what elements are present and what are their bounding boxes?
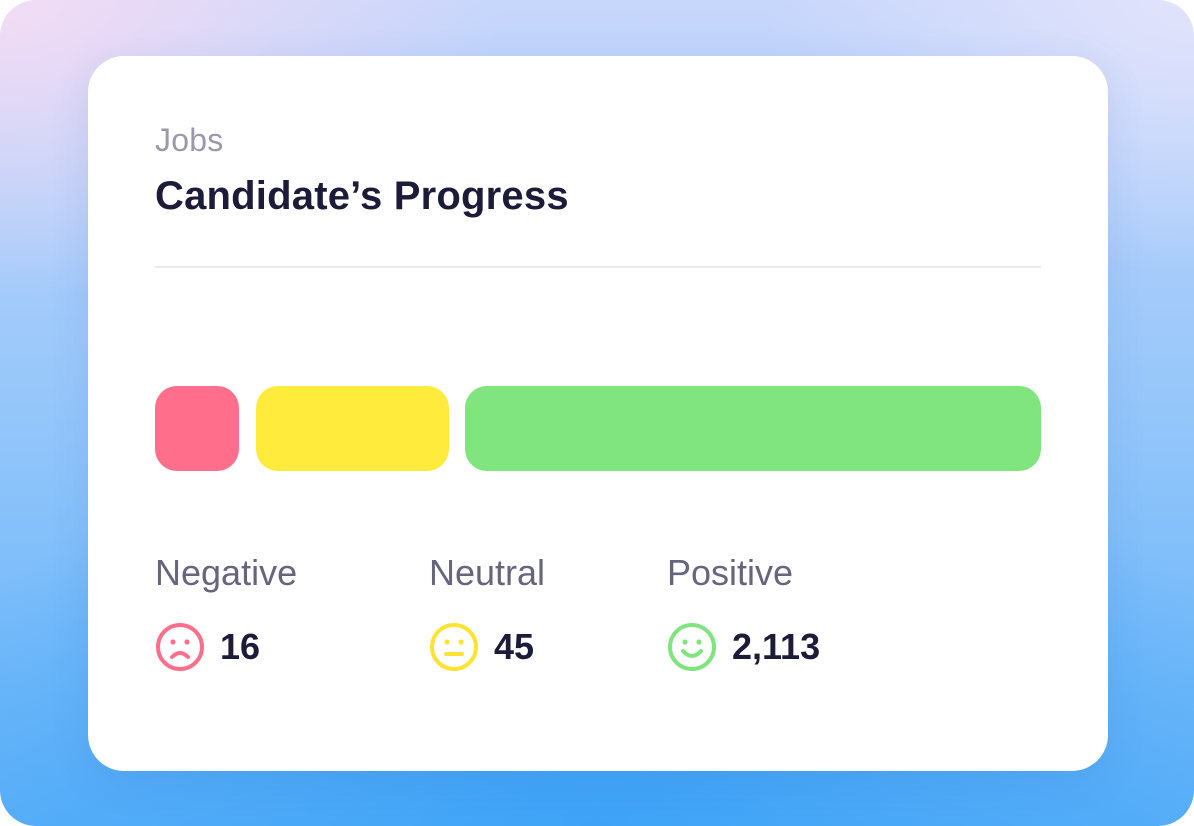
candidate-progress-card: Jobs Candidate’s Progress Negative 16 Ne… [88, 56, 1108, 771]
neutral-face-icon [430, 623, 478, 671]
neutral-stat: 45 [429, 622, 534, 672]
positive-label: Positive [667, 552, 794, 593]
negative-stat: 16 [155, 622, 260, 672]
neutral-label: Neutral [429, 552, 546, 593]
positive-stat: 2,113 [667, 622, 820, 672]
positive-value: 2,113 [732, 626, 821, 667]
negative-value: 16 [220, 626, 261, 667]
smile-face-icon [668, 623, 716, 671]
divider [155, 266, 1041, 268]
sad-face-icon [156, 623, 204, 671]
negative-label: Negative [155, 552, 298, 593]
sentiment-progress-bar [155, 386, 1041, 471]
negative-segment [155, 386, 239, 471]
card-title: Candidate’s Progress [155, 174, 569, 218]
card-eyebrow: Jobs [155, 122, 224, 158]
neutral-value: 45 [494, 626, 535, 667]
neutral-segment [256, 386, 449, 471]
positive-segment [465, 386, 1041, 471]
